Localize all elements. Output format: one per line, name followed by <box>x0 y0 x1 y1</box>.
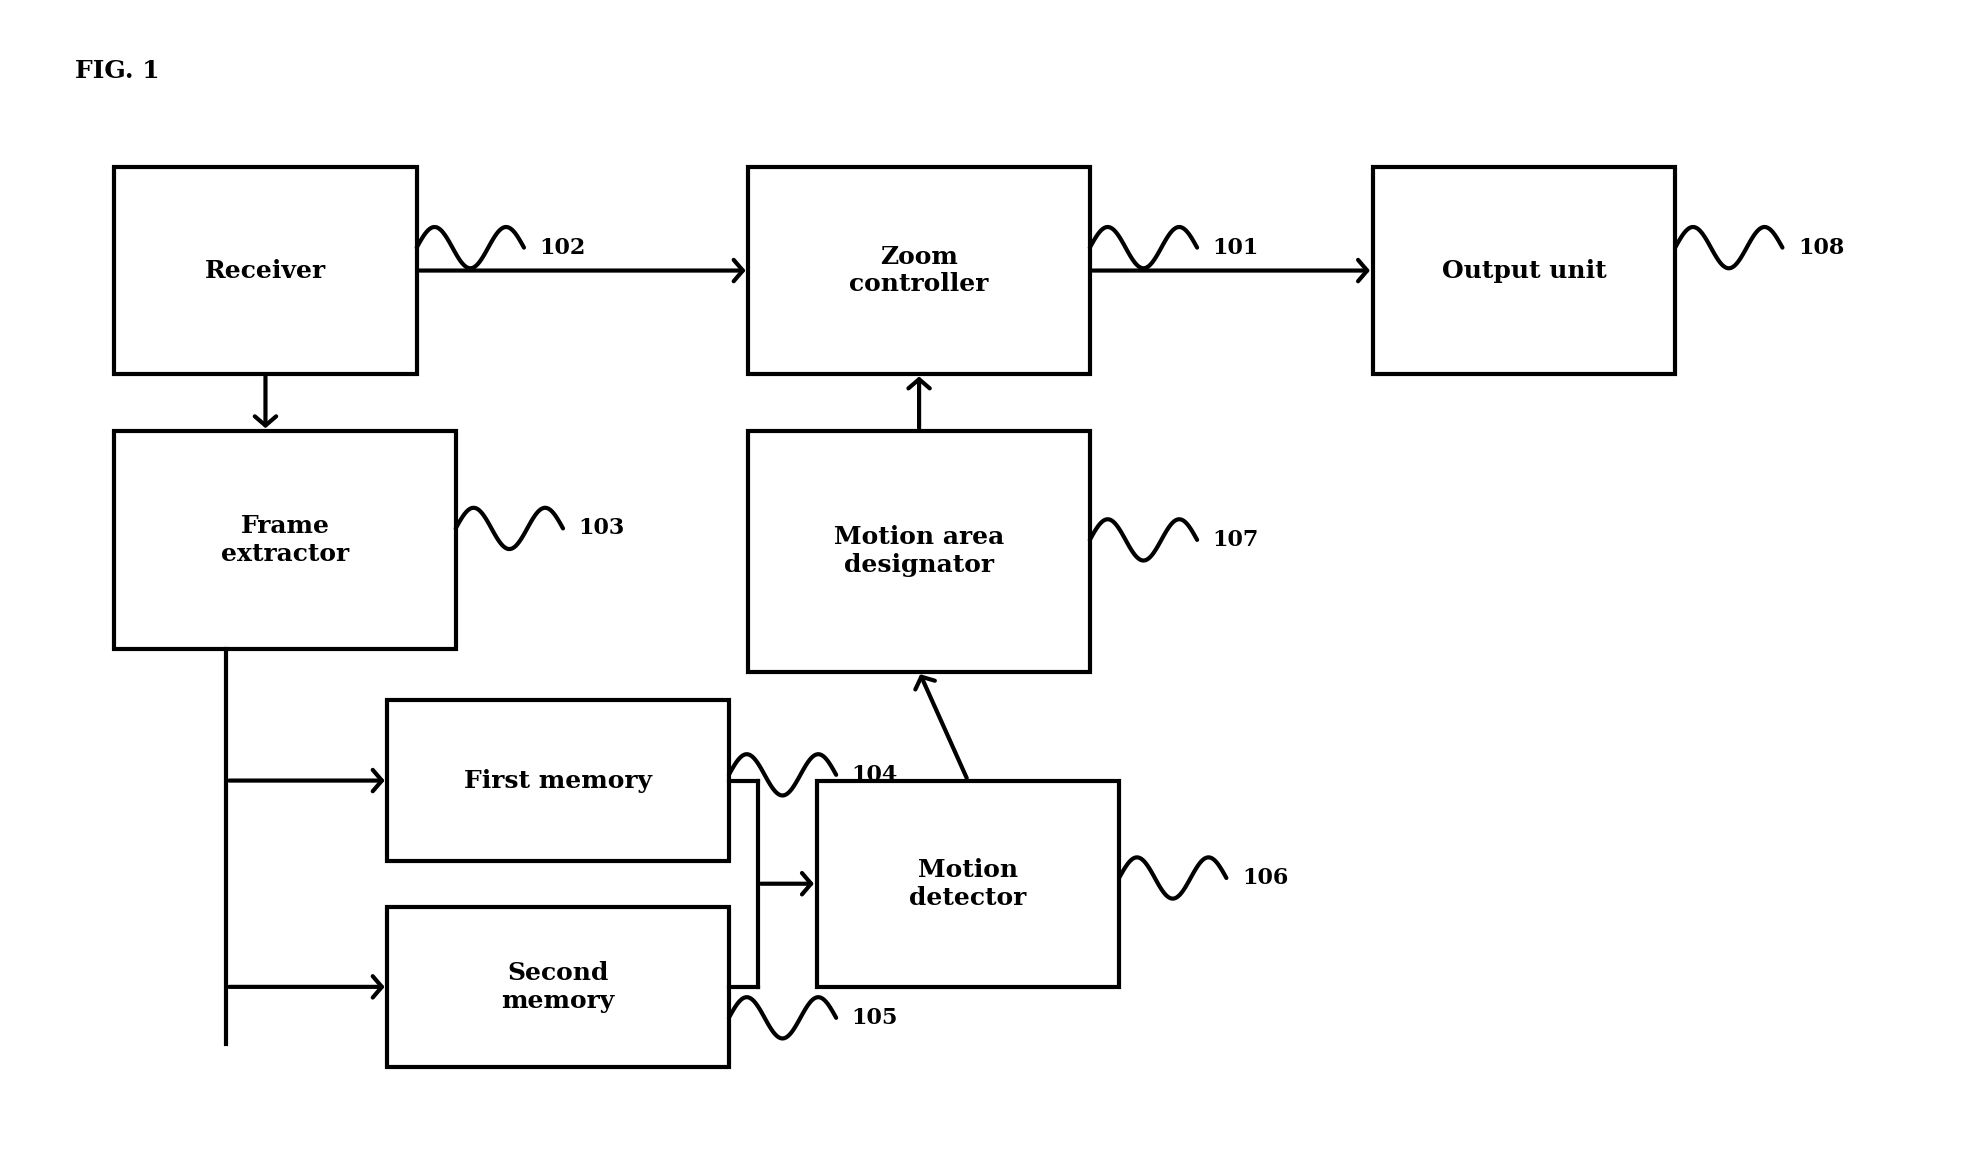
Bar <box>387 907 729 1067</box>
Bar <box>748 432 1090 672</box>
Text: 101: 101 <box>1212 237 1259 259</box>
Text: FIG. 1: FIG. 1 <box>75 58 159 82</box>
Bar <box>1373 167 1673 374</box>
Bar <box>114 167 416 374</box>
Text: 105: 105 <box>850 1007 898 1029</box>
Text: Motion
detector: Motion detector <box>909 857 1025 909</box>
Text: 106: 106 <box>1241 867 1288 889</box>
Text: 108: 108 <box>1797 237 1844 259</box>
Bar <box>114 432 456 648</box>
Text: Receiver: Receiver <box>204 259 326 283</box>
Text: 102: 102 <box>540 237 585 259</box>
Bar <box>817 781 1119 987</box>
Text: Motion area
designator: Motion area designator <box>833 525 1004 578</box>
Text: 107: 107 <box>1212 529 1259 551</box>
Bar <box>387 701 729 861</box>
Bar <box>748 167 1090 374</box>
Text: 103: 103 <box>577 517 625 539</box>
Text: 104: 104 <box>850 763 898 785</box>
Text: First memory: First memory <box>464 769 652 792</box>
Text: Output unit: Output unit <box>1442 259 1605 283</box>
Text: Zoom
controller: Zoom controller <box>848 245 988 297</box>
Text: Second
memory: Second memory <box>501 960 615 1013</box>
Text: Frame
extractor: Frame extractor <box>220 514 350 566</box>
